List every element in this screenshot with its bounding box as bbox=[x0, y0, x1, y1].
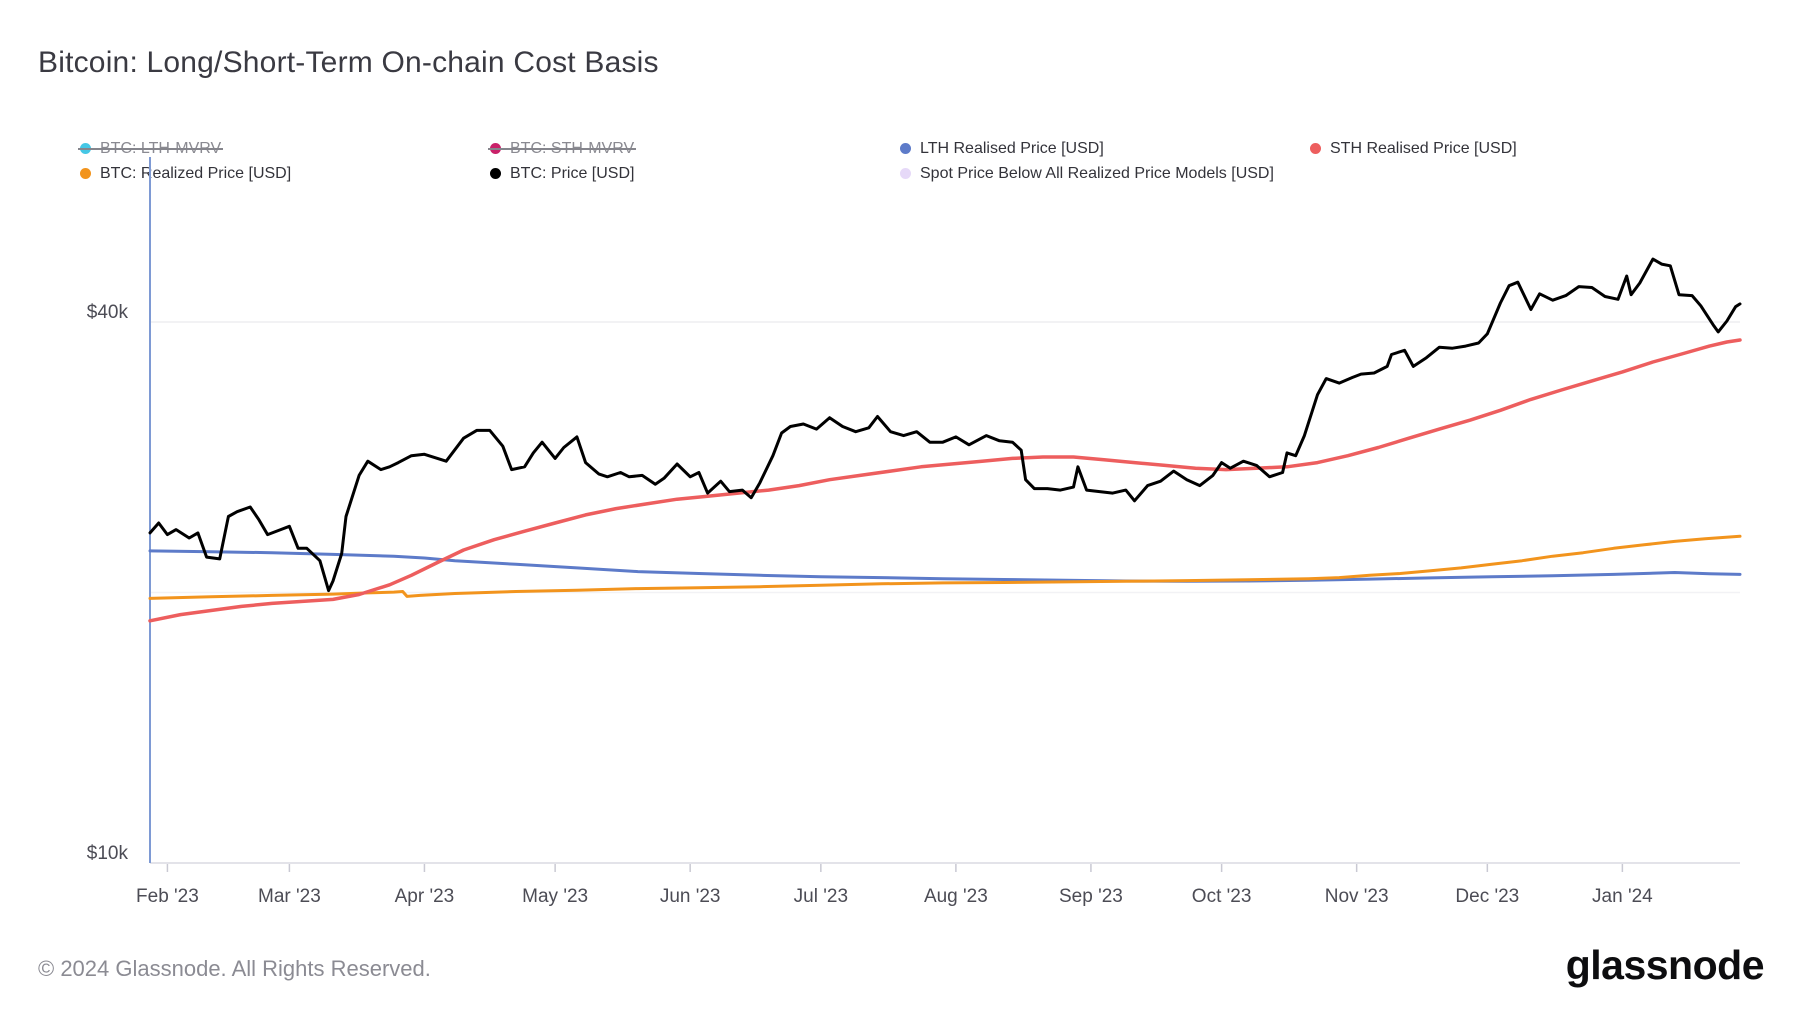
x-axis-label-aug-23: Aug '23 bbox=[923, 886, 988, 907]
series-line-btc-price-usd bbox=[148, 257, 1742, 593]
legend-dot-btc-price-usd bbox=[490, 168, 501, 179]
page-title: Bitcoin: Long/Short-Term On-chain Cost B… bbox=[38, 46, 659, 79]
legend-item-btc-sth-mvrv[interactable]: BTC: STH-MVRV bbox=[487, 140, 637, 158]
x-axis-label-feb-23: Feb '23 bbox=[136, 886, 199, 907]
legend-dot-spot-price-below-all-realized-price-models-usd bbox=[900, 168, 911, 179]
legend-label: Spot Price Below All Realized Price Mode… bbox=[920, 164, 1274, 182]
x-axis-label-mar-23: Mar '23 bbox=[258, 886, 321, 907]
x-axis-label-jul-23: Jul '23 bbox=[793, 886, 849, 907]
legend-dot-btc-realized-price-usd bbox=[80, 168, 91, 179]
legend-label: BTC: Realized Price [USD] bbox=[100, 164, 292, 182]
legend-label: STH Realised Price [USD] bbox=[1330, 139, 1517, 157]
chart-legend: BTC: LTH-MVRV BTC: STH-MVRV LTH Realised P… bbox=[77, 136, 1760, 186]
legend-item-btc-price-usd[interactable]: BTC: Price [USD] bbox=[490, 165, 634, 183]
x-axis-label-jan-24: Jan '24 bbox=[1592, 886, 1653, 907]
legend-label: BTC: Price [USD] bbox=[510, 164, 635, 182]
x-axis-label-jun-23: Jun '23 bbox=[659, 886, 721, 907]
legend-dot-sth-realised-price-usd bbox=[1310, 143, 1321, 154]
x-axis-label-sep-23: Sep '23 bbox=[1058, 886, 1123, 907]
glassnode-logo: glassnode bbox=[1565, 942, 1765, 988]
legend-dot-lth-realised-price-usd bbox=[900, 143, 911, 154]
x-axis-label-may-23: May '23 bbox=[522, 886, 589, 907]
series-line-btc-realized-price-usd bbox=[148, 534, 1742, 600]
legend-item-btc-realized-price-usd[interactable]: BTC: Realized Price [USD] bbox=[80, 165, 291, 183]
legend-row-2: BTC: Realized Price [USD] BTC: Price [USD… bbox=[80, 161, 1760, 186]
copyright-text: © 2024 Glassnode. All Rights Reserved. bbox=[38, 956, 431, 981]
legend-item-sth-realised-price-usd[interactable]: STH Realised Price [USD] bbox=[1310, 140, 1517, 158]
legend-row-1: BTC: LTH-MVRV BTC: STH-MVRV LTH Realised P… bbox=[77, 136, 1760, 161]
legend-item-spot-price-below-all-realized-price-models-usd[interactable]: Spot Price Below All Realized Price Mode… bbox=[900, 165, 1274, 183]
legend-item-lth-realised-price-usd[interactable]: LTH Realised Price [USD] bbox=[900, 140, 1104, 158]
x-axis-label-apr-23: Apr '23 bbox=[394, 886, 455, 907]
x-axis-label-nov-23: Nov '23 bbox=[1324, 886, 1389, 907]
legend-item-btc-lth-mvrv[interactable]: BTC: LTH-MVRV bbox=[77, 140, 224, 158]
x-axis-label-dec-23: Dec '23 bbox=[1455, 886, 1520, 907]
x-axis-label-oct-23: Oct '23 bbox=[1191, 886, 1252, 907]
y-axis-label-40k: $40k bbox=[86, 302, 128, 323]
y-axis-label-10k: $10k bbox=[86, 843, 128, 864]
legend-label: LTH Realised Price [USD] bbox=[920, 139, 1104, 157]
series-line-sth-realised-price-usd bbox=[148, 338, 1742, 623]
series-line-lth-realised-price-usd bbox=[148, 549, 1742, 583]
